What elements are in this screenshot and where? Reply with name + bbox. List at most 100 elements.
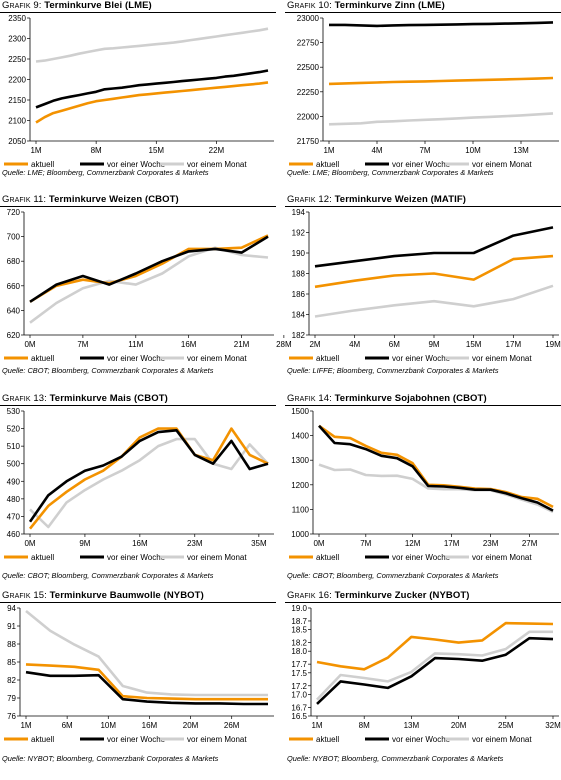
series-line-aktuell — [316, 621, 554, 671]
x-tick-label: 16M — [132, 539, 148, 548]
x-tick-label: 35M — [251, 539, 267, 548]
legend-label: aktuell — [316, 735, 339, 744]
series-line-vor-einem-monat — [318, 463, 554, 514]
y-tick-label: 17.0 — [291, 690, 307, 699]
legend-label: aktuell — [316, 160, 339, 169]
x-tick-label: 15M — [149, 146, 165, 155]
chart-panel-grafik-11: Grafik 11: Terminkurve Weizen (CBOT) 620… — [0, 194, 292, 384]
legend-label: vor einem Monat — [472, 735, 532, 744]
y-tick-label: 22250 — [297, 88, 320, 97]
chart-title: Grafik 10: Terminkurve Zinn (LME) — [287, 0, 445, 11]
y-tick-label: 1100 — [292, 505, 310, 514]
y-tick-label: 186 — [292, 290, 306, 299]
x-tick-label: 7M — [419, 146, 430, 155]
x-tick-label: 0M — [313, 539, 324, 548]
title-rule — [285, 12, 561, 13]
x-tick-label: 17M — [444, 539, 460, 548]
y-tick-label: 16.5 — [291, 712, 307, 721]
y-tick-label: 16.7 — [291, 703, 307, 712]
y-tick-label: 82 — [7, 676, 16, 685]
chart-plot: 76 79 82 85 88 91 94 1M 6M 10M 16M 20M 26M aktuell vor… — [4, 604, 274, 744]
y-tick-label: 510 — [7, 442, 21, 451]
legend-label: vor einem Monat — [187, 160, 247, 169]
series-line-aktuell — [314, 254, 554, 289]
y-tick-label: 720 — [7, 208, 21, 217]
legend-label: vor einer Woche — [392, 160, 451, 169]
chart-panel-grafik-14: Grafik 14: Terminkurve Sojabohnen (CBOT)… — [285, 393, 561, 583]
series-line-vor-einer-woche — [318, 424, 554, 512]
chart-panel-grafik-10: Grafik 10: Terminkurve Zinn (LME) 21750 2… — [285, 0, 561, 190]
y-tick-label: 23000 — [297, 14, 320, 23]
y-tick-label: 1400 — [291, 432, 309, 441]
x-tick-label: 23M — [187, 539, 203, 548]
x-tick-label: 7M — [77, 340, 88, 349]
x-tick-label: 26M — [224, 721, 240, 730]
x-tick-label: 13M — [513, 146, 529, 155]
series-line-aktuell — [28, 427, 269, 530]
y-tick-label: 640 — [7, 306, 21, 315]
chart-source: Quelle: CBOT; Bloomberg, Commerzbank Cor… — [287, 571, 499, 580]
chart-title: Grafik 14: Terminkurve Sojabohnen (CBOT) — [287, 393, 487, 404]
x-tick-label: 28M — [276, 340, 292, 349]
title-rule — [0, 206, 276, 207]
y-tick-label: 680 — [7, 257, 21, 266]
legend-label: aktuell — [316, 354, 339, 363]
chart-plot: 16.516.7 17.017.2 17.517.7 18.018.2 18.518.7… — [289, 604, 561, 744]
y-tick-label: 79 — [7, 694, 16, 703]
chart-title-prefix: Grafik 15: — [2, 590, 47, 601]
x-tick-label: 9M — [428, 340, 439, 349]
chart-source: Quelle: NYBOT; Bloomberg, Commerzbank Co… — [287, 754, 504, 763]
y-tick-label: 17.2 — [291, 682, 307, 691]
y-tick-label: 188 — [292, 270, 306, 279]
chart-title: Grafik 9: Terminkurve Blei (LME) — [2, 0, 152, 11]
x-tick-label: 1M — [311, 721, 322, 730]
chart-source: Quelle: LME; Bloomberg, Commerzbank Corp… — [287, 168, 494, 177]
y-tick-label: 2100 — [8, 117, 26, 126]
x-tick-label: 19M — [545, 340, 561, 349]
x-tick-label: 21M — [234, 340, 250, 349]
series-line-vor-einer-woche — [28, 428, 269, 523]
y-tick-label: 500 — [7, 460, 21, 469]
chart-title: Grafik 15: Terminkurve Baumwolle (NYBOT) — [2, 590, 204, 601]
series-line-vor-einer-woche — [329, 21, 554, 28]
legend-label: vor einer Woche — [392, 553, 451, 562]
y-tick-label: 530 — [7, 407, 21, 416]
series-line-aktuell — [318, 424, 554, 509]
x-tick-label: 1M — [20, 721, 31, 730]
title-rule — [285, 602, 561, 603]
y-tick-label: 620 — [7, 331, 21, 340]
y-tick-label: 18.0 — [291, 647, 307, 656]
chart-title-prefix: Grafik 14: — [287, 393, 332, 404]
chart-title-main: Terminkurve Baumwolle (NYBOT) — [49, 590, 204, 601]
chart-panel-grafik-15: Grafik 15: Terminkurve Baumwolle (NYBOT)… — [0, 590, 276, 780]
y-tick-label: 91 — [7, 622, 16, 631]
title-rule — [0, 12, 276, 13]
chart-title-main: Terminkurve Mais (CBOT) — [49, 393, 168, 404]
title-rule — [0, 602, 276, 603]
x-tick-label: 4M — [371, 146, 382, 155]
x-tick-label: 25M — [498, 721, 514, 730]
chart-title-prefix: Grafik 16: — [287, 590, 332, 601]
y-tick-label: 194 — [292, 208, 306, 217]
chart-source: Quelle: NYBOT; Bloomberg, Commerzbank Co… — [2, 754, 219, 763]
y-tick-label: 22750 — [297, 39, 320, 48]
y-tick-label: 190 — [292, 249, 306, 258]
y-tick-label: 19.0 — [291, 604, 307, 613]
legend-label: vor einem Monat — [187, 553, 247, 562]
y-tick-label: 21750 — [297, 137, 320, 146]
y-tick-label: 17.7 — [291, 660, 307, 669]
chart-title-main: Terminkurve Zucker (NYBOT) — [334, 590, 470, 601]
legend-label: aktuell — [31, 354, 54, 363]
chart-title-prefix: Grafik 9: — [2, 0, 42, 11]
x-tick-label: 1M — [323, 146, 334, 155]
y-tick-label: 22500 — [297, 63, 320, 72]
series-line-aktuell — [29, 234, 269, 303]
chart-panel-grafik-12: Grafik 12: Terminkurve Weizen (MATIF) 18… — [285, 194, 561, 384]
x-tick-label: 12M — [405, 539, 421, 548]
y-tick-label: 1000 — [291, 530, 309, 539]
chart-title: Grafik 13: Terminkurve Mais (CBOT) — [2, 393, 168, 404]
x-tick-label: 9M — [79, 539, 90, 548]
chart-panel-grafik-13: Grafik 13: Terminkurve Mais (CBOT) 460 47… — [0, 393, 276, 583]
y-tick-label: 2350 — [8, 14, 26, 23]
x-tick-label: 32M — [545, 721, 561, 730]
